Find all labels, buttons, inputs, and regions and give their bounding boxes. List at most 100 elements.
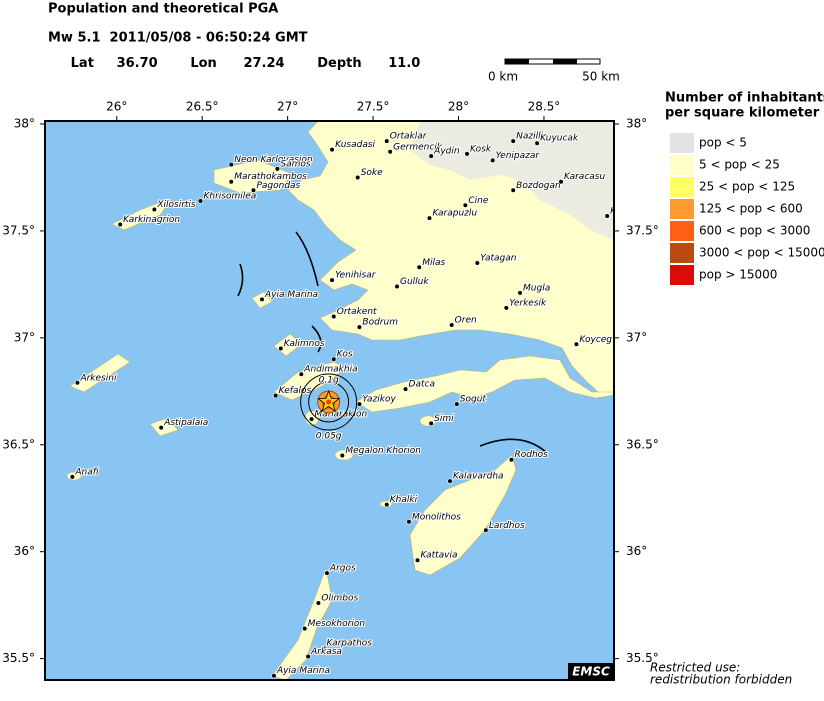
town-marker (462, 202, 468, 208)
town-marker (474, 260, 480, 266)
town-marker (483, 527, 489, 533)
town-marker (394, 283, 400, 290)
town-marker (402, 386, 409, 392)
legend-label: 5 < pop < 25 (699, 158, 780, 172)
lon-tick-label: 28.5° (528, 100, 561, 114)
town-marker (356, 324, 363, 330)
town-marker (329, 277, 335, 283)
credit: EMSC (572, 665, 610, 679)
event-line: Mw 5.1 2011/05/08 - 06:50:24 GMT (48, 31, 308, 46)
town-label: Yerkesik (509, 298, 547, 308)
town-label: Kalimnos (284, 339, 325, 349)
town-marker (329, 147, 335, 153)
pga-contour (308, 381, 350, 423)
epicenter-group: 0.1g 0.05g (300, 373, 358, 442)
town-marker (428, 420, 434, 426)
legend-swatch (670, 133, 694, 153)
town-label: Andimakhia (303, 365, 357, 375)
legend-swatch (670, 177, 694, 197)
town-marker (278, 345, 284, 352)
town-label: Yenihisar (335, 271, 377, 281)
town-marker (517, 290, 523, 296)
town-marker (228, 179, 234, 185)
town-marker (305, 653, 311, 660)
town-marker (508, 457, 515, 463)
town-marker (447, 478, 453, 484)
pga-contour (300, 373, 358, 431)
town-marker (449, 322, 455, 328)
town-label: Yenipazar (496, 151, 541, 161)
town-label: Khrisomilea (203, 191, 256, 201)
town-marker (384, 138, 390, 144)
island (409, 454, 517, 576)
town-label: Olimbos (321, 594, 358, 604)
town-label: Monolithos (412, 512, 461, 522)
lat-tick-label: 36° (626, 544, 647, 558)
lon-tick-label: 26° (106, 100, 127, 114)
legend-label: pop > 15000 (699, 268, 777, 282)
town-marker (558, 179, 564, 185)
legend-swatch (670, 243, 694, 263)
town-label: Ayia Marina (264, 290, 318, 300)
town-label: Kalavardha (453, 472, 504, 482)
fault (479, 438, 547, 453)
town-label: Bodrum (362, 318, 398, 328)
pga-label: 0.05g (316, 431, 342, 441)
town-marker (426, 215, 433, 221)
town-label: Mugla (523, 283, 550, 293)
town-marker (331, 356, 337, 362)
town-marker (355, 174, 361, 181)
town-label: Datca (409, 380, 435, 390)
location-line: Lat 36.70 Lon 27.24 Depth 11.0 (48, 56, 434, 71)
town-label: Kefalos (279, 386, 312, 396)
island (149, 417, 179, 437)
credit-box (568, 663, 614, 680)
town-marker (510, 138, 516, 144)
town-marker (464, 151, 470, 157)
town-marker (406, 519, 412, 525)
land (410, 121, 614, 240)
town-label: Ortakent (337, 307, 377, 317)
town-label: Mesokhorion (308, 619, 366, 629)
lat-tick-label: 36.5° (2, 437, 35, 451)
town-label: Xilosirtis (156, 200, 196, 210)
town-label: Arkasa (310, 647, 342, 657)
town-marker (158, 425, 164, 431)
town-marker (274, 166, 280, 172)
lon-label: Lon (190, 56, 216, 71)
map-frame (44, 120, 615, 681)
town-label: Sogut (460, 395, 487, 405)
island (69, 353, 131, 393)
lat-tick-label: 36° (14, 544, 35, 558)
town-label: Samos (280, 159, 311, 169)
lat-tick-label: 37° (626, 330, 647, 344)
legend-label: pop < 5 (699, 136, 747, 150)
town-marker (534, 140, 540, 146)
town-marker (197, 198, 204, 204)
depth-value: 11.0 (388, 56, 420, 71)
town-marker (387, 149, 393, 155)
town-label: Lardhos (489, 521, 525, 531)
scale-bar: 0 km 50 km (488, 58, 620, 84)
lon-value: 27.24 (243, 56, 284, 71)
town-label: Ortaklar (390, 132, 428, 142)
town-label: Anafi (74, 467, 98, 477)
fault (237, 263, 244, 297)
fault (311, 325, 322, 353)
town-marker (510, 187, 516, 193)
town-marker (273, 392, 279, 399)
town-label: Arkesini (79, 373, 116, 383)
town-marker (428, 153, 434, 159)
town-label: Oren (455, 316, 477, 326)
lat-label: Lat (71, 56, 94, 71)
town-label: Karpathos (327, 638, 373, 648)
town-label: Simi (434, 414, 454, 424)
fault (295, 231, 319, 287)
town-label: Kattavia (420, 551, 457, 561)
town-label: Karacasu (564, 172, 605, 182)
town-marker (356, 401, 363, 407)
island (213, 159, 293, 194)
legend-swatch (670, 155, 694, 175)
legend-label: 25 < pop < 125 (699, 180, 795, 194)
